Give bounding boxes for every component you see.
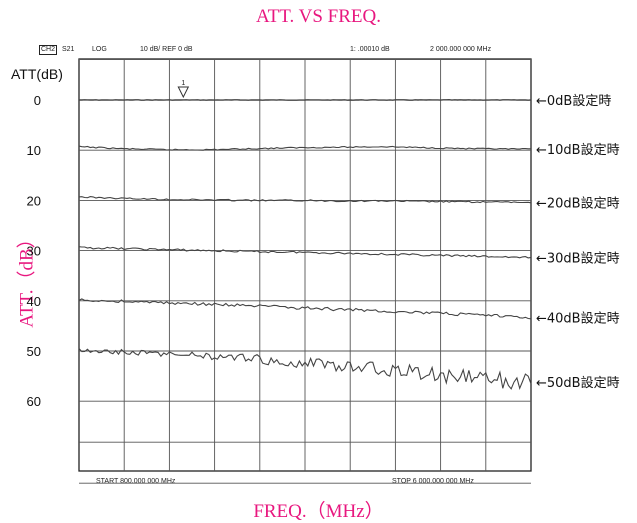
- start-frequency-readout: START 800.000 000 MHz: [96, 478, 176, 485]
- y-tick-label: 50: [27, 344, 41, 359]
- series-line: [78, 246, 532, 259]
- y-tick-label: 60: [27, 394, 41, 409]
- series-label: ←40dB設定時: [536, 310, 620, 326]
- parameter-readout: S21: [62, 46, 75, 53]
- series-line: [78, 348, 532, 391]
- y-tick-label: 40: [27, 294, 41, 309]
- x-axis-label: FREQ.（MHz）: [253, 501, 384, 522]
- marker-number-label: 1: [181, 80, 185, 87]
- y-tick-label: 20: [27, 193, 41, 208]
- series-line: [79, 98, 532, 101]
- series-line: [78, 298, 532, 320]
- marker-value-readout: 1: .00010 dB: [350, 46, 390, 53]
- channel-indicator: CH2: [39, 45, 58, 55]
- series-label: ←30dB設定時: [536, 251, 620, 267]
- series-line: [78, 145, 531, 151]
- y-tick-label: 30: [27, 244, 41, 259]
- series-line: [78, 196, 532, 204]
- scale-readout: 10 dB/ REF 0 dB: [140, 46, 193, 53]
- series-label: ←20dB設定時: [536, 195, 620, 211]
- series-label: ←10dB設定時: [536, 142, 620, 158]
- stop-frequency-readout: STOP 6 000.000 000 MHz: [392, 478, 474, 485]
- chart-title: ATT. VS FREQ.: [256, 6, 381, 27]
- y-tick-label: 10: [27, 143, 41, 158]
- marker-triangle-icon: [177, 86, 190, 99]
- series-label: ←50dB設定時: [536, 375, 620, 391]
- marker-frequency-readout: 2 000.000 000 MHz: [430, 46, 492, 53]
- y-axis-unit-label: ATT(dB): [11, 66, 63, 82]
- format-readout: LOG: [92, 46, 107, 53]
- y-tick-label: 0: [34, 93, 41, 108]
- series-label: ←0dB設定時: [536, 93, 611, 109]
